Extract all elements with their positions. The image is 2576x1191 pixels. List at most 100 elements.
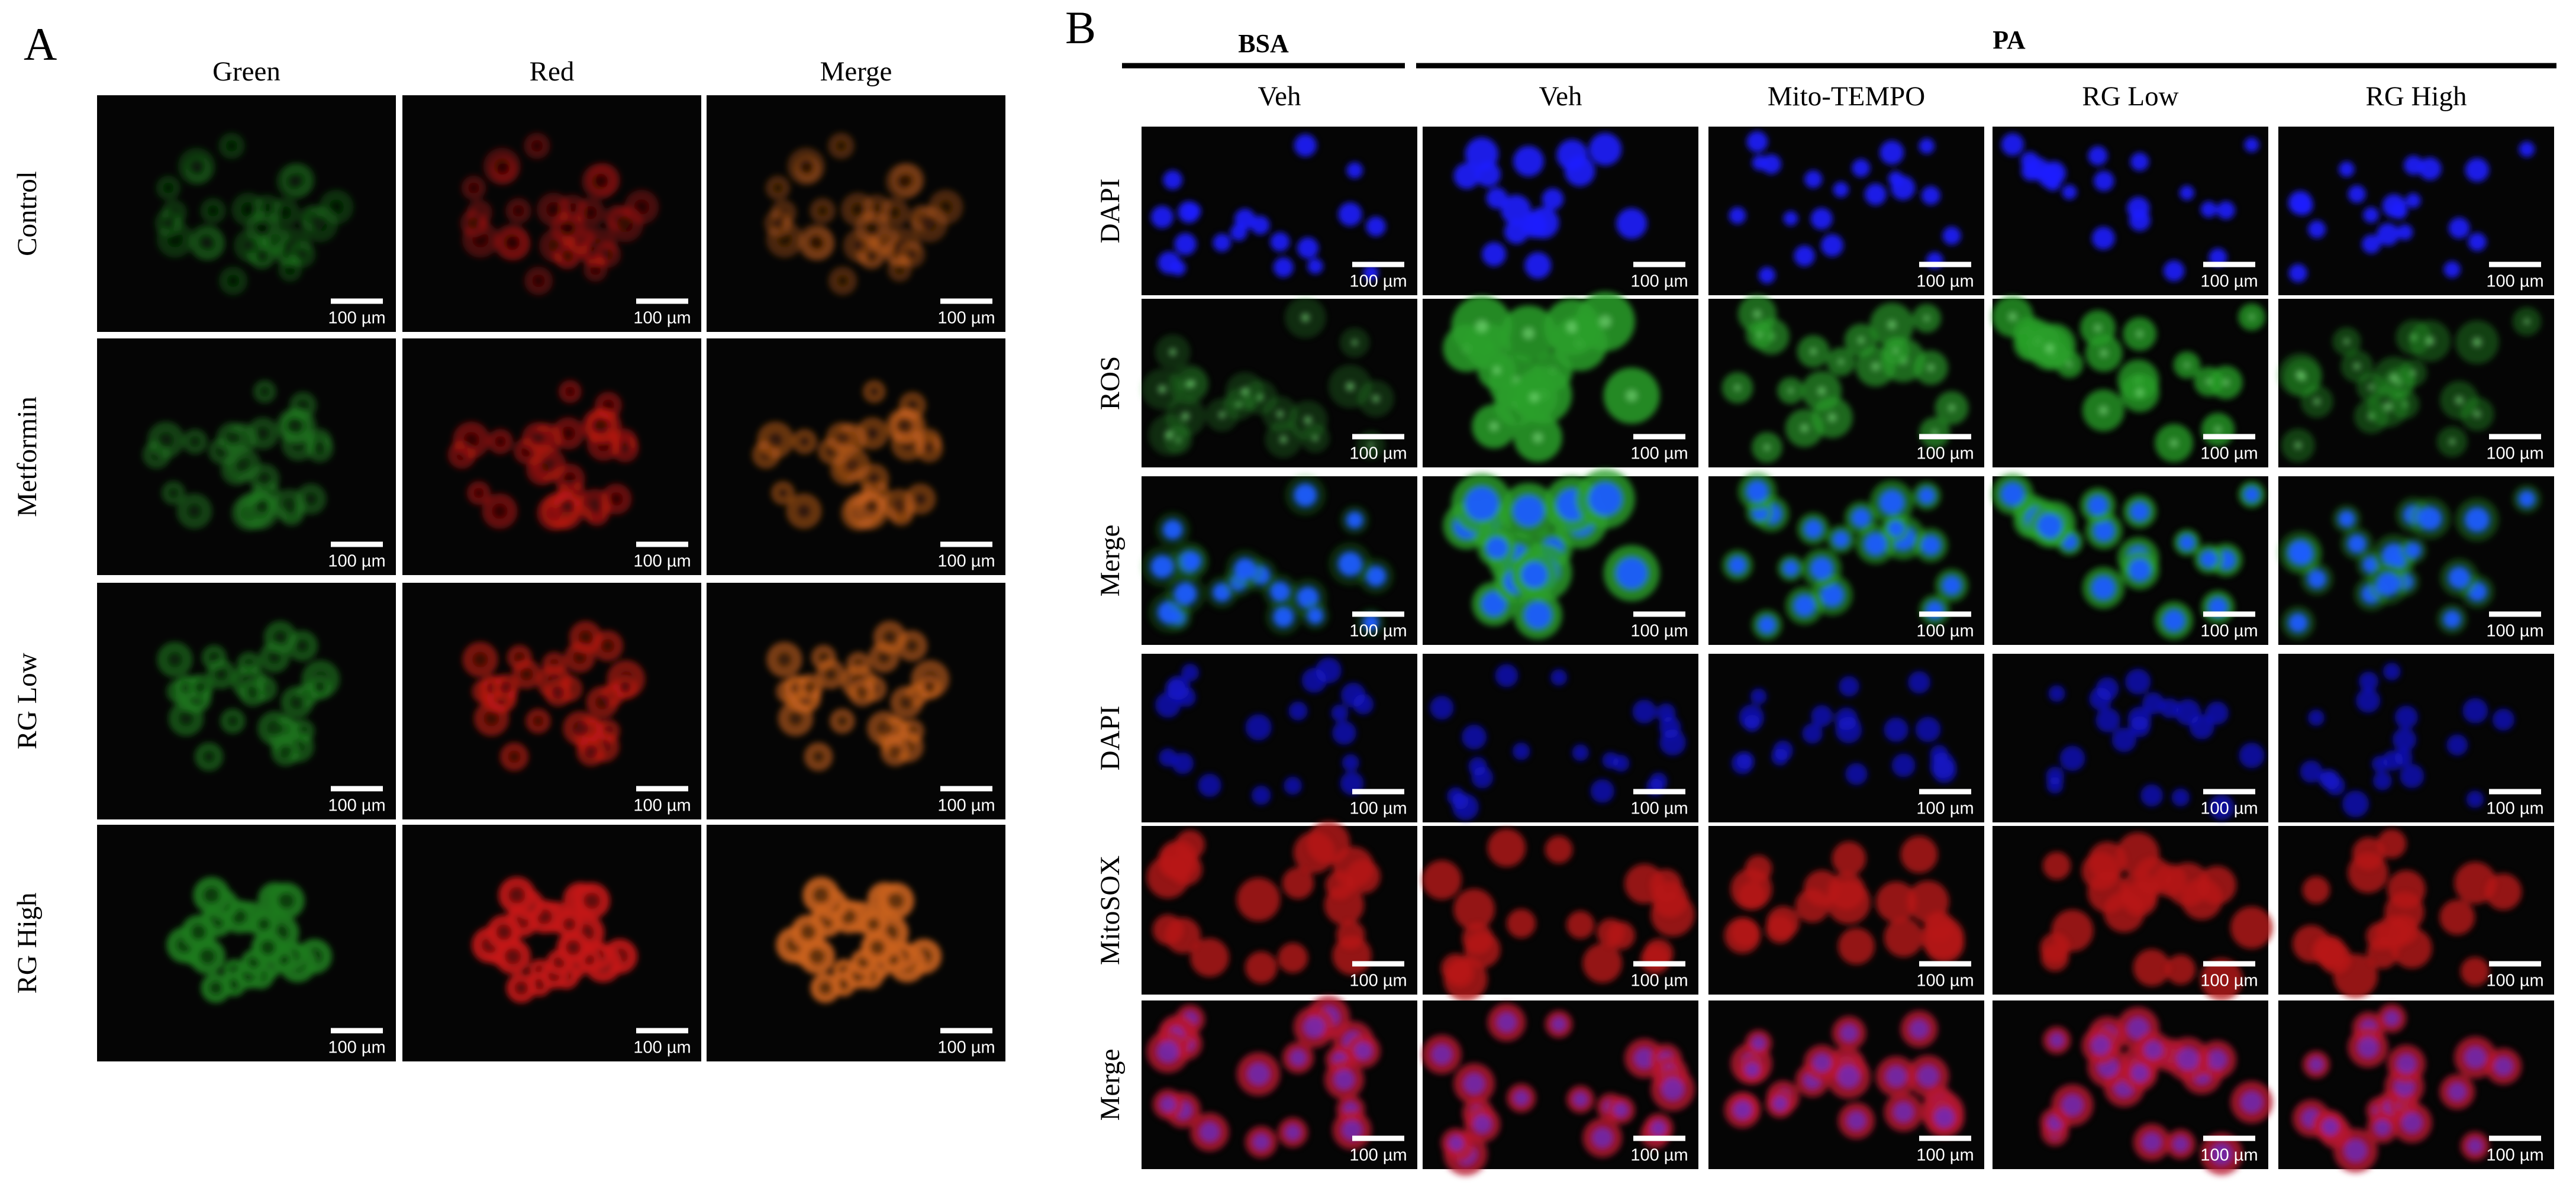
cells: [2040, 832, 2273, 1001]
cell: [2093, 170, 2114, 192]
image-tile: 100 µm: [2278, 1000, 2554, 1173]
scale-bar-label: 100 µm: [2200, 444, 2258, 463]
cell: [296, 248, 309, 261]
cell: [1566, 911, 1595, 939]
cell: [2091, 1036, 2110, 1056]
cell: [1875, 881, 1917, 922]
cell: [259, 386, 270, 397]
panel-label: A: [24, 18, 57, 70]
cell: [882, 630, 898, 645]
cell: [2163, 260, 2185, 282]
cell: [2485, 873, 2522, 911]
cell: [869, 386, 880, 397]
cell: [296, 399, 309, 412]
cell: [2302, 876, 2330, 904]
image-tile: 100 µm: [1992, 473, 2268, 645]
image-tile: 100 µm: [707, 338, 1005, 575]
cell: [541, 457, 557, 472]
cell: [1301, 313, 1310, 322]
cell: [2426, 337, 2435, 346]
image-tile: 100 µm: [1423, 654, 1698, 822]
cell: [2465, 508, 2490, 532]
cells: [1443, 291, 1660, 462]
cell: [1756, 332, 1763, 338]
cell: [1917, 1066, 1939, 1087]
cell: [2377, 222, 2400, 246]
cell: [563, 472, 577, 486]
cell: [921, 215, 938, 233]
cell: [273, 630, 288, 645]
cell: [888, 205, 901, 220]
cell: [1864, 183, 1887, 206]
cell: [236, 457, 252, 472]
cell: [1163, 519, 1183, 540]
cell: [590, 264, 601, 276]
cell: [1758, 616, 1776, 634]
cell: [483, 711, 499, 727]
cell: [2294, 441, 2302, 449]
cell: [1817, 387, 1826, 395]
image-tile: 100 µm: [1142, 654, 1417, 822]
cell: [552, 686, 565, 699]
cell: [225, 140, 238, 152]
cell: [1521, 561, 1547, 588]
cell: [1552, 1017, 1566, 1031]
cell: [1590, 779, 1614, 803]
scale-bar-label: 100 µm: [2200, 799, 2258, 818]
cell: [1422, 860, 1462, 900]
cell: [1837, 359, 1844, 365]
cell: [899, 695, 914, 710]
cell: [1346, 162, 1363, 179]
cell: [572, 720, 588, 737]
cell: [1810, 348, 1817, 355]
cell: [772, 217, 785, 230]
cell: [267, 650, 282, 664]
cell: [1607, 921, 1636, 950]
cell: [1304, 416, 1312, 424]
cell: [1845, 763, 1868, 785]
cell: [496, 924, 512, 940]
cell: [1251, 785, 1271, 805]
cell: [1157, 1041, 1179, 1063]
cell: [468, 182, 479, 194]
cell: [2206, 378, 2212, 385]
cell: [867, 918, 880, 931]
cell: [2129, 716, 2151, 738]
column-header: Mito-TEMPO: [1768, 81, 1925, 112]
cell: [2406, 543, 2421, 558]
cell: [2382, 193, 2406, 218]
cell: [2387, 870, 2426, 909]
cell: [1453, 888, 1495, 930]
cell: [1492, 366, 1501, 375]
cells: [2001, 133, 2259, 282]
image-tile: 100 µm: [1142, 821, 1417, 995]
cell: [1529, 392, 1539, 402]
cell: [2443, 261, 2461, 278]
cell: [1724, 917, 1761, 954]
cell: [1616, 557, 1648, 589]
cell: [924, 682, 935, 693]
cell: [2048, 685, 2065, 702]
cell: [2174, 699, 2201, 725]
cell: [2037, 164, 2062, 188]
cell: [1572, 744, 1589, 761]
cell: [2200, 551, 2217, 567]
cell: [864, 220, 880, 237]
image-tile: 100 µm: [1422, 1000, 1698, 1176]
cell: [895, 417, 912, 434]
cell: [203, 886, 220, 904]
cell: [1184, 552, 1201, 570]
image-tile: 100 µm: [1708, 826, 1984, 995]
cell: [609, 492, 624, 506]
cells: [2288, 141, 2535, 283]
cell: [578, 630, 594, 645]
image-background: [1708, 127, 1984, 295]
cell: [246, 686, 259, 699]
cell: [1152, 914, 1184, 945]
scale-bar-label: 100 µm: [1916, 799, 1974, 818]
cell: [1820, 234, 1844, 257]
cell: [1270, 582, 1290, 602]
scale-bar-label: 100 µm: [937, 552, 995, 571]
image-tile: 100 µm: [1708, 127, 1984, 295]
cell: [2462, 698, 2488, 724]
